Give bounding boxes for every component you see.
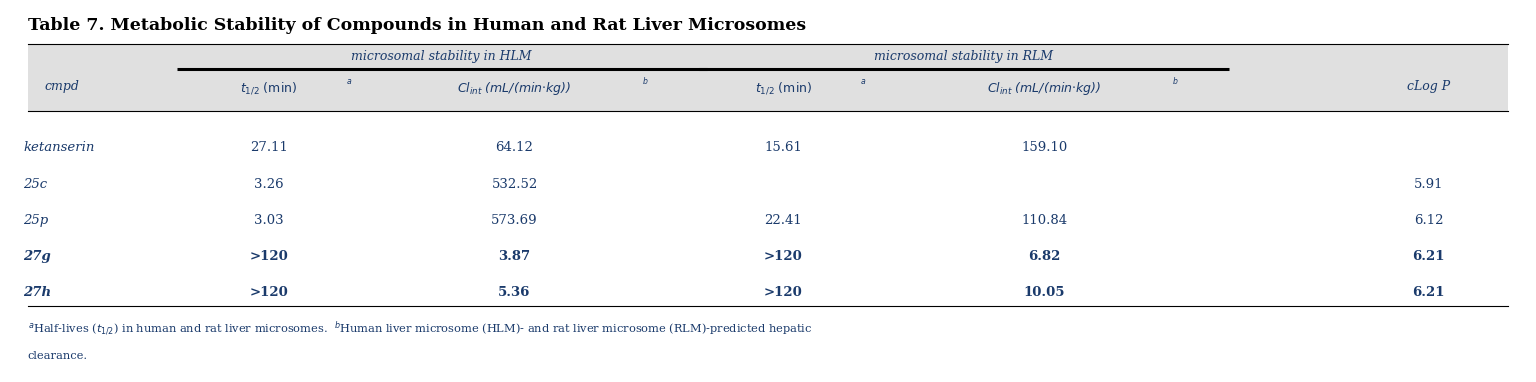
Text: 573.69: 573.69 (492, 214, 538, 227)
Text: $\mathit{t}_{1/2}$ $\mathit{(}$min$\mathit{)}$: $\mathit{t}_{1/2}$ $\mathit{(}$min$\math… (240, 80, 298, 96)
Text: ketanserin: ketanserin (23, 141, 94, 154)
Text: 6.12: 6.12 (1413, 214, 1444, 227)
Text: $^a$Half-lives ($t_{1/2}$) in human and rat liver microsomes.  $^b$Human liver m: $^a$Half-lives ($t_{1/2}$) in human and … (28, 319, 813, 338)
Text: >120: >120 (249, 250, 289, 263)
Text: 532.52: 532.52 (492, 178, 538, 191)
Text: 6.21: 6.21 (1412, 286, 1445, 299)
Text: microsomal stability in RLM: microsomal stability in RLM (874, 50, 1054, 63)
Text: 3.03: 3.03 (253, 214, 284, 227)
Text: Table 7. Metabolic Stability of Compounds in Human and Rat Liver Microsomes: Table 7. Metabolic Stability of Compound… (28, 17, 806, 34)
Text: $\mathit{Cl}_\mathit{int}$ (mL/(min$\cdot$kg)): $\mathit{Cl}_\mathit{int}$ (mL/(min$\cdo… (458, 80, 571, 97)
Text: 25c: 25c (23, 178, 48, 191)
Text: $\mathit{t}_{1/2}$ $\mathit{(}$min$\mathit{)}$: $\mathit{t}_{1/2}$ $\mathit{(}$min$\math… (754, 80, 813, 96)
Text: 27h: 27h (23, 286, 51, 299)
Text: 27g: 27g (23, 250, 51, 263)
Text: 6.21: 6.21 (1412, 250, 1445, 263)
Text: cmpd: cmpd (45, 80, 78, 93)
Text: >120: >120 (249, 286, 289, 299)
Text: 3.26: 3.26 (253, 178, 284, 191)
Text: 110.84: 110.84 (1021, 214, 1068, 227)
Text: 5.91: 5.91 (1413, 178, 1444, 191)
Text: $^a$: $^a$ (346, 77, 352, 87)
Text: 10.05: 10.05 (1023, 286, 1066, 299)
Text: 15.61: 15.61 (765, 141, 802, 154)
Text: >120: >120 (763, 286, 803, 299)
Text: 159.10: 159.10 (1021, 141, 1068, 154)
Text: clearance.: clearance. (28, 351, 88, 361)
Text: 64.12: 64.12 (496, 141, 533, 154)
Text: cLog P: cLog P (1407, 80, 1450, 93)
Text: $^b$: $^b$ (1172, 77, 1178, 87)
Text: $^a$: $^a$ (860, 77, 866, 87)
Text: 25p: 25p (23, 214, 48, 227)
Text: 27.11: 27.11 (250, 141, 287, 154)
Text: $\mathit{Cl}_\mathit{int}$ (mL/(min$\cdot$kg)): $\mathit{Cl}_\mathit{int}$ (mL/(min$\cdo… (988, 80, 1101, 97)
Text: 5.36: 5.36 (498, 286, 531, 299)
Text: $^b$: $^b$ (642, 77, 648, 87)
Text: microsomal stability in HLM: microsomal stability in HLM (352, 50, 531, 63)
Text: >120: >120 (763, 250, 803, 263)
Text: 22.41: 22.41 (765, 214, 802, 227)
Text: 6.82: 6.82 (1028, 250, 1061, 263)
Text: 3.87: 3.87 (499, 250, 530, 263)
Bar (28, 44, 1508, 111)
